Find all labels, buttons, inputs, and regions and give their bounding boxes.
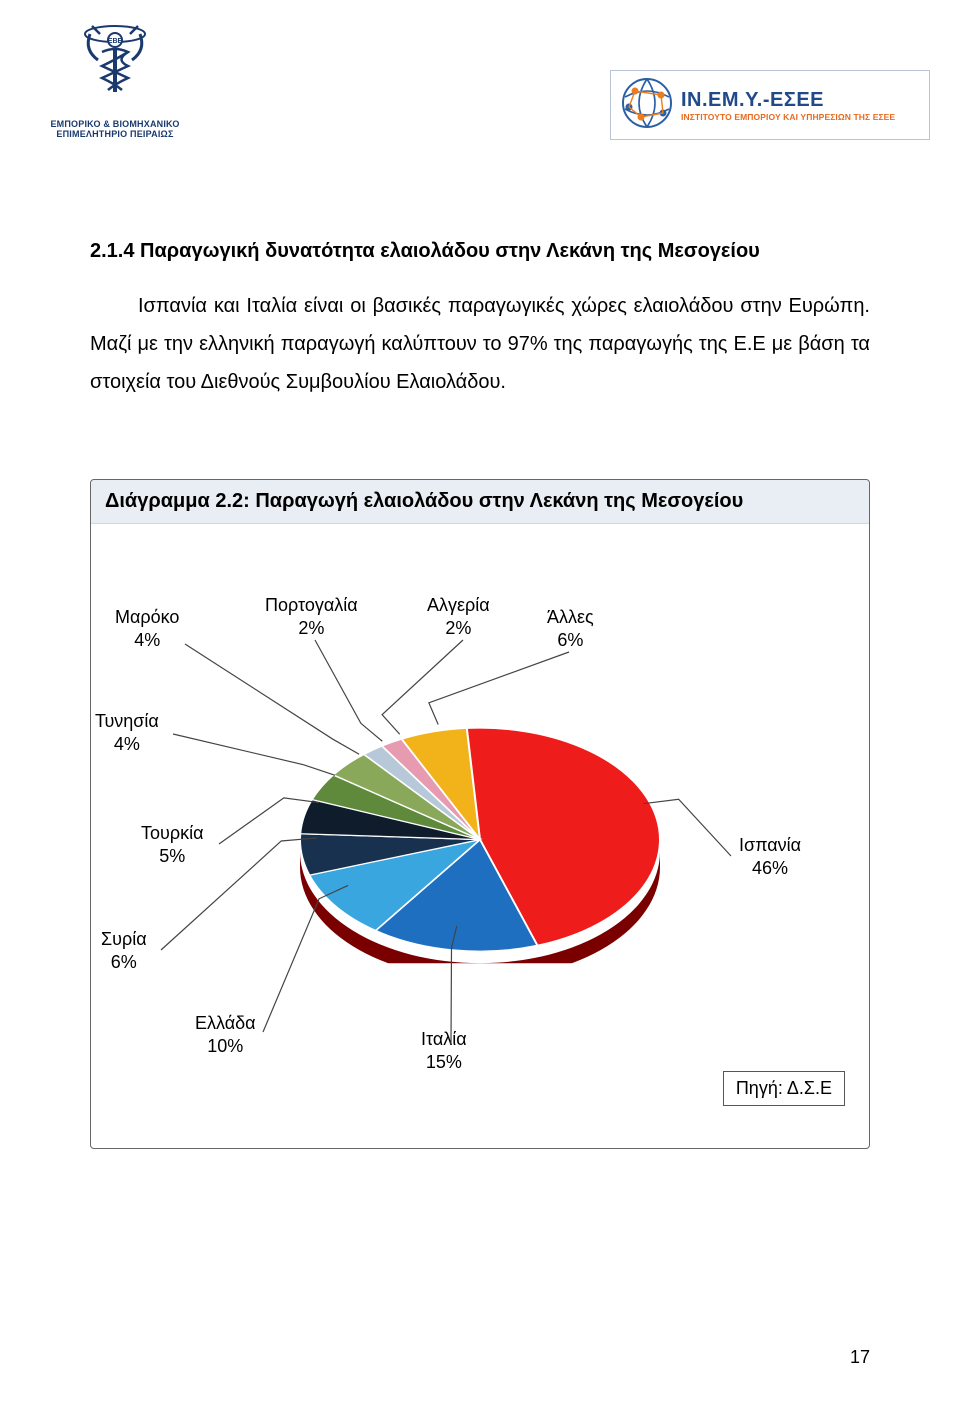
label-portogalia: Πορτογαλία 2% (265, 594, 358, 639)
label-ellada-pct: 10% (195, 1035, 256, 1058)
pie-wrap (300, 710, 660, 970)
label-maroko: Μαρόκο 4% (115, 606, 179, 651)
label-alles-name: Άλλες (547, 607, 594, 627)
label-italia-name: Ιταλία (421, 1029, 467, 1049)
chart-canvas: Μαρόκο 4% Πορτογαλία 2% Αλγερία 2% Άλλες… (91, 524, 869, 1124)
label-syria-pct: 6% (101, 951, 147, 974)
logo-right-title-b: -ΕΣΕΕ (763, 89, 824, 111)
svg-text:ΕΒΕ: ΕΒΕ (108, 38, 123, 45)
label-portogalia-pct: 2% (265, 617, 358, 640)
page-number: 17 (850, 1347, 870, 1368)
label-maroko-pct: 4% (115, 629, 179, 652)
label-ispania-pct: 46% (739, 857, 801, 880)
chart-source: Πηγή: Δ.Σ.Ε (723, 1071, 845, 1106)
label-algeria: Αλγερία 2% (427, 594, 490, 639)
label-alles: Άλλες 6% (547, 606, 594, 651)
page-header: ΕΒΕ ΕΜΠΟΡΙΚΟ & ΒΙΟΜΗΧΑΝΙΚΟ ΕΠΙΜΕΛΗΤΗΡΙΟ … (90, 30, 870, 170)
label-tynisia-pct: 4% (95, 733, 159, 756)
label-maroko-name: Μαρόκο (115, 607, 179, 627)
label-ellada: Ελλάδα 10% (195, 1012, 256, 1057)
logo-right-title: ΙΝ.ΕΜ.Υ.-ΕΣΕΕ (681, 89, 919, 112)
label-tynisia-name: Τυνησία (95, 711, 159, 731)
label-tourkia-name: Τουρκία (141, 823, 204, 843)
chart-container: Διάγραμμα 2.2: Παραγωγή ελαιολάδου στην … (90, 479, 870, 1149)
label-ellada-name: Ελλάδα (195, 1013, 256, 1033)
label-tourkia-pct: 5% (141, 845, 204, 868)
label-italia-pct: 15% (421, 1051, 467, 1074)
pie-chart (300, 728, 660, 951)
label-italia: Ιταλία 15% (421, 1028, 467, 1073)
label-ispania: Ισπανία 46% (739, 834, 801, 879)
label-algeria-name: Αλγερία (427, 595, 490, 615)
logo-inemy-esee: ΙΝ.ΕΜ.Υ.-ΕΣΕΕ ΙΝΣΤΙΤΟΥΤΟ ΕΜΠΟΡΙΟΥ ΚΑΙ ΥΠ… (610, 70, 930, 140)
label-tourkia: Τουρκία 5% (141, 822, 204, 867)
section-heading: 2.1.4 Παραγωγική δυνατότητα ελαιολάδου σ… (90, 240, 870, 263)
label-alles-pct: 6% (547, 629, 594, 652)
label-syria-name: Συρία (101, 929, 147, 949)
logo-chamber-piraeus: ΕΒΕ ΕΜΠΟΡΙΚΟ & ΒΙΟΜΗΧΑΝΙΚΟ ΕΠΙΜΕΛΗΤΗΡΙΟ … (30, 20, 200, 139)
body-paragraph: Ισπανία και Ιταλία είναι οι βασικές παρα… (90, 287, 870, 401)
label-portogalia-name: Πορτογαλία (265, 595, 358, 615)
caduceus-emblem-icon: ΕΒΕ (80, 20, 150, 115)
label-algeria-pct: 2% (427, 617, 490, 640)
logo-caption-line1: ΕΜΠΟΡΙΚΟ & ΒΙΟΜΗΧΑΝΙΚΟ (30, 119, 200, 129)
chart-title: Διάγραμμα 2.2: Παραγωγή ελαιολάδου στην … (91, 480, 869, 524)
globe-network-icon (621, 77, 673, 134)
logo-right-title-a: ΙΝ.ΕΜ.Υ. (681, 89, 763, 111)
logo-caption-line2: ΕΠΙΜΕΛΗΤΗΡΙΟ ΠΕΙΡΑΙΩΣ (30, 129, 200, 139)
label-syria: Συρία 6% (101, 928, 147, 973)
label-tynisia: Τυνησία 4% (95, 710, 159, 755)
logo-right-subtitle: ΙΝΣΤΙΤΟΥΤΟ ΕΜΠΟΡΙΟΥ ΚΑΙ ΥΠΗΡΕΣΙΩΝ ΤΗΣ ΕΣ… (681, 112, 919, 122)
label-ispania-name: Ισπανία (739, 835, 801, 855)
